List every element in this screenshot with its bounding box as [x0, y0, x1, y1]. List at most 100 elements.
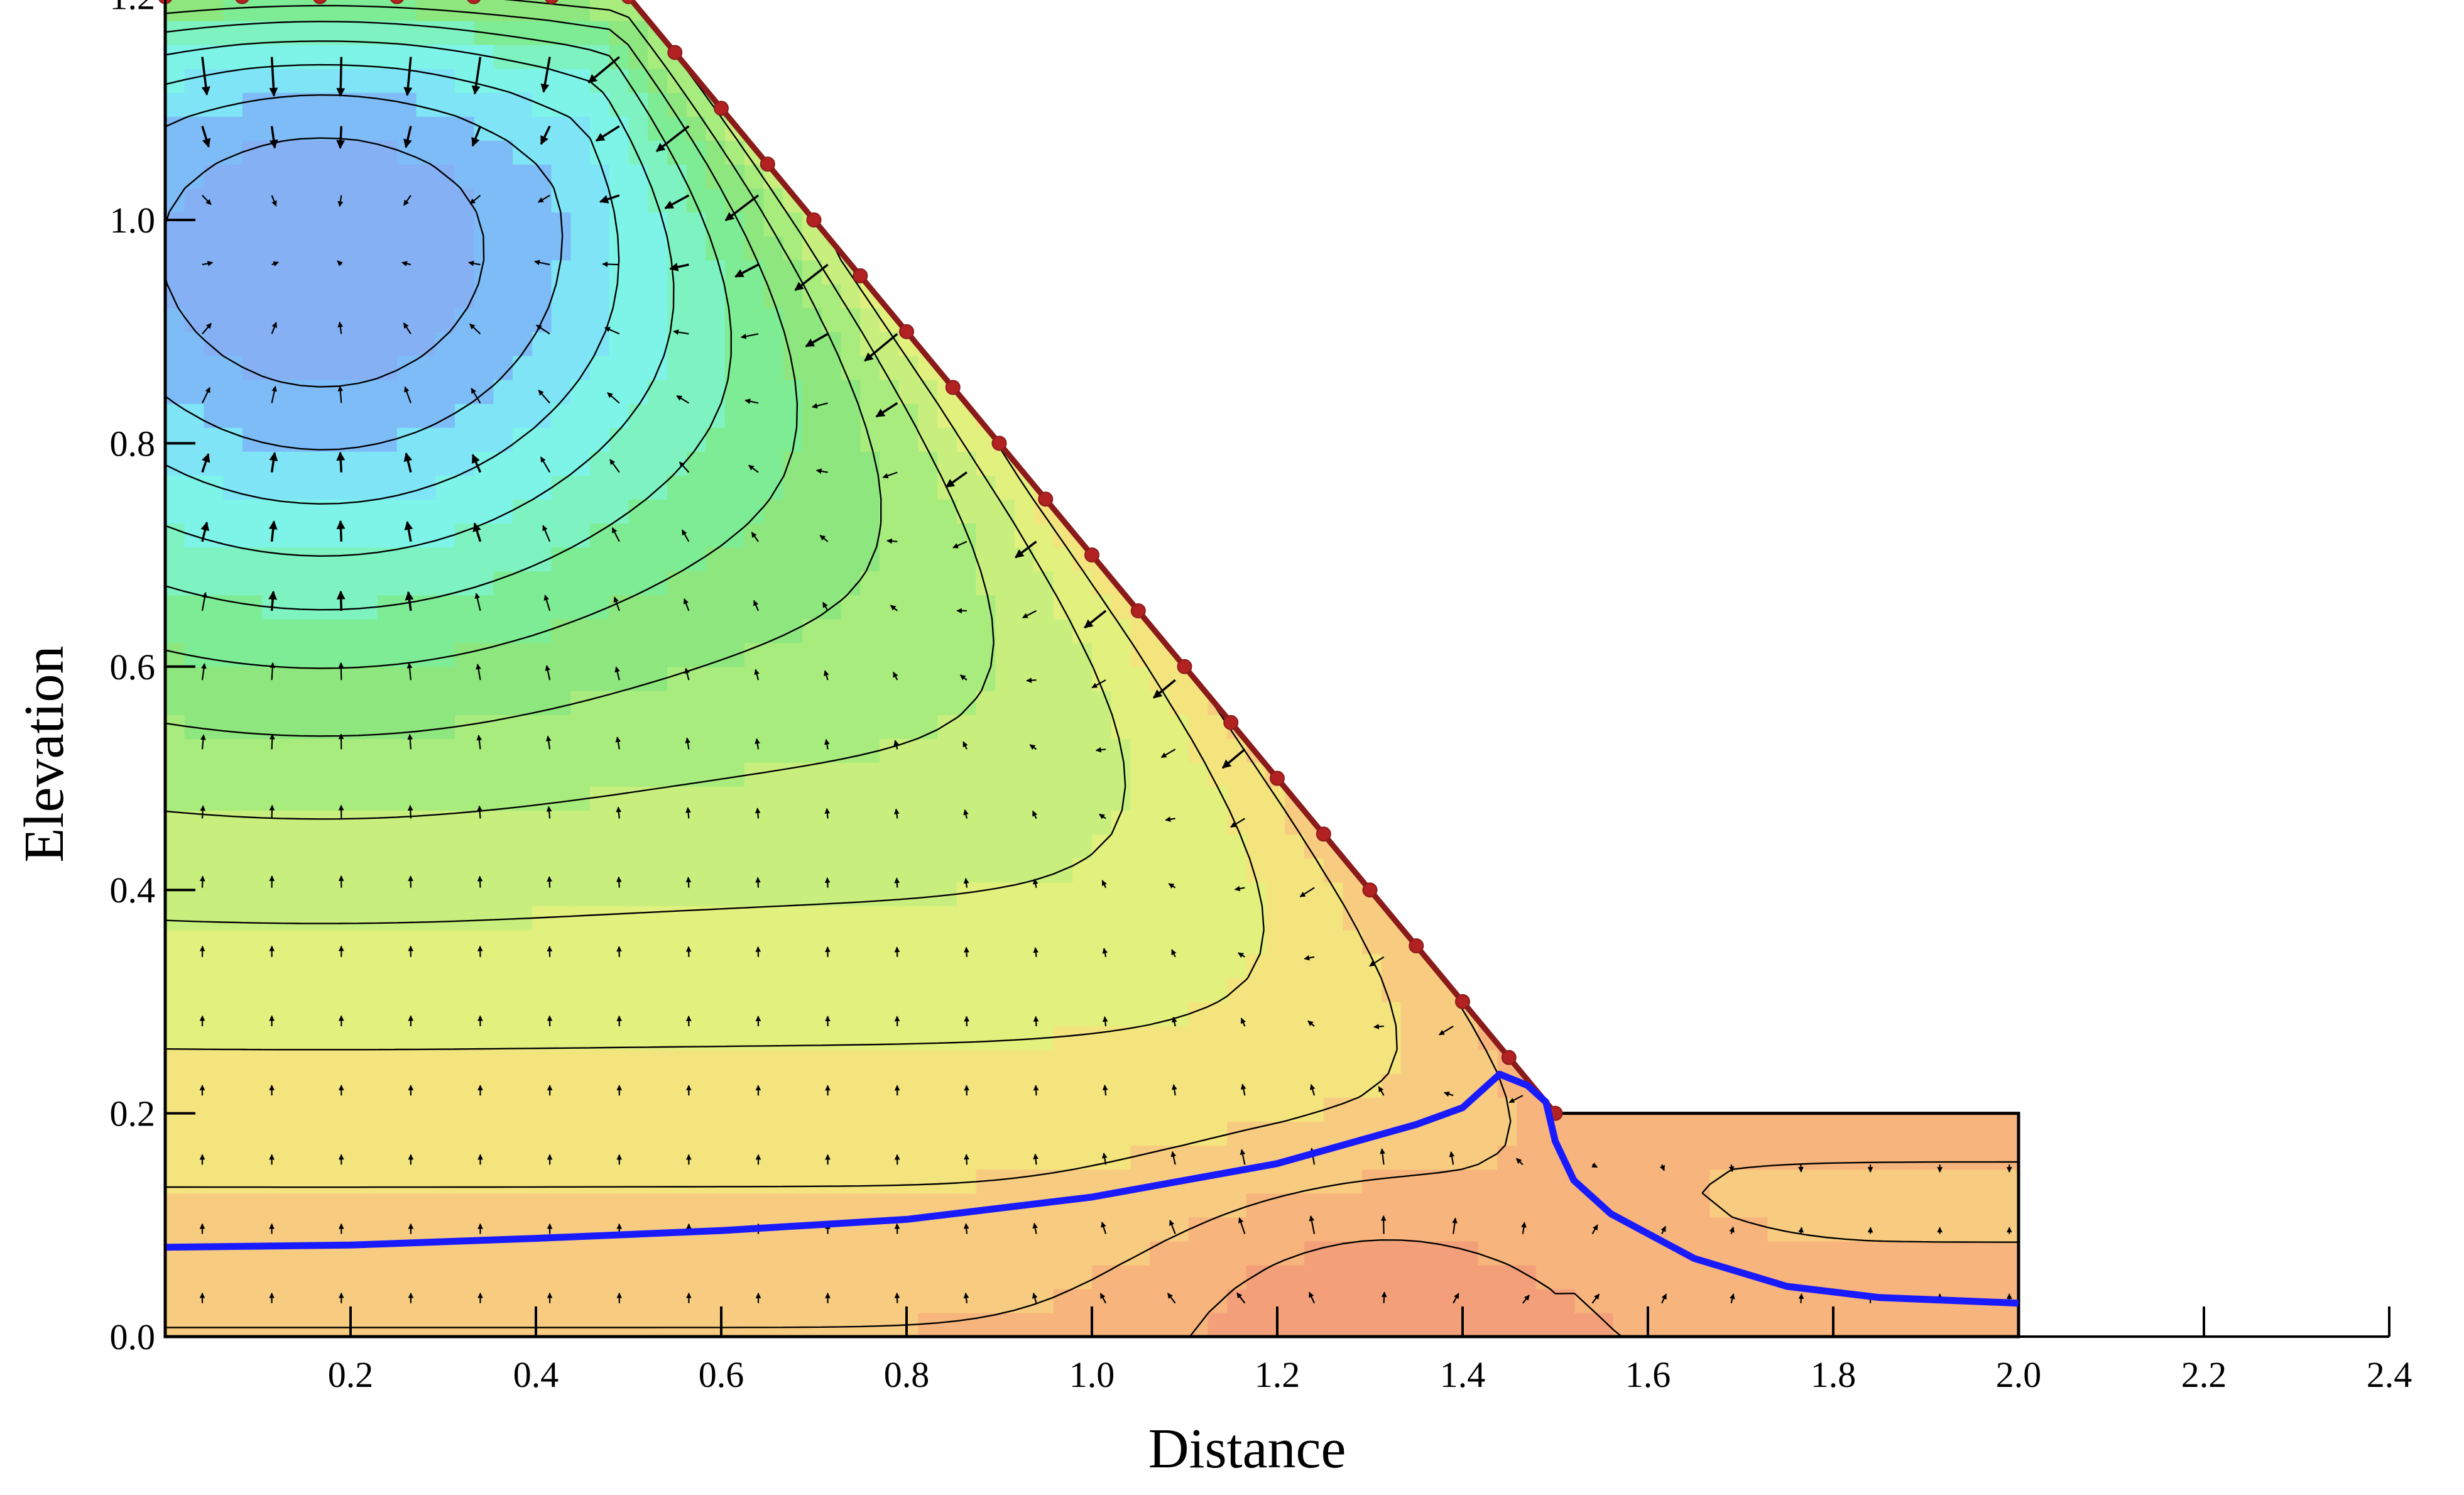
color-band-cell — [204, 283, 224, 309]
color-band-cell — [590, 403, 610, 428]
color-band-cell — [378, 642, 398, 667]
color-band-cell — [821, 523, 842, 548]
color-band-cell — [1748, 283, 1769, 309]
color-band-cell — [1574, 1121, 1595, 1146]
color-band-cell — [358, 810, 378, 835]
color-band-cell — [898, 690, 919, 715]
color-band-cell — [551, 475, 572, 500]
color-band-cell — [300, 164, 320, 189]
color-band-cell — [165, 164, 185, 189]
color-band-cell — [648, 188, 668, 213]
color-band-cell — [1922, 1073, 1942, 1098]
color-band-cell — [725, 571, 745, 596]
color-band-cell — [1111, 499, 1131, 524]
color-band-cell — [1671, 810, 1691, 835]
color-band-cell — [1285, 1264, 1305, 1290]
color-band-cell — [686, 642, 707, 667]
color-band-cell — [435, 1121, 455, 1146]
color-band-cell — [1517, 1288, 1537, 1313]
color-band-cell — [763, 547, 784, 572]
color-band-cell — [223, 1049, 243, 1074]
color-band-cell — [1999, 715, 2019, 739]
color-band-cell — [435, 858, 455, 883]
color-band-cell — [493, 1049, 513, 1074]
color-band-cell — [1864, 1240, 1884, 1266]
color-band-cell — [532, 642, 552, 667]
color-band-cell — [223, 1193, 243, 1218]
color-band-cell — [396, 953, 417, 978]
color-band-cell — [396, 1049, 417, 1074]
color-band-cell — [763, 1240, 784, 1266]
color-band-cell — [1941, 882, 1961, 907]
color-band-cell — [1033, 427, 1054, 452]
color-band-cell — [1632, 1073, 1652, 1098]
color-band-cell — [1265, 499, 1286, 524]
color-band-cell — [242, 283, 263, 309]
color-band-cell — [570, 882, 591, 907]
color-band-cell — [319, 618, 340, 643]
color-band-cell — [1400, 260, 1421, 285]
color-band-cell — [956, 236, 977, 261]
color-band-cell — [1767, 690, 1787, 715]
color-band-cell — [1343, 690, 1363, 715]
color-band-cell — [667, 499, 687, 524]
color-band-cell — [1748, 164, 1769, 189]
color-band-cell — [1381, 715, 1402, 739]
color-band-cell — [261, 92, 282, 117]
color-band-cell — [1072, 594, 1093, 620]
color-band-cell — [1922, 1026, 1942, 1050]
color-band-cell — [396, 1121, 417, 1146]
color-band-cell — [1806, 1026, 1826, 1050]
color-band-cell — [300, 1217, 320, 1242]
color-band-cell — [918, 834, 938, 859]
color-band-cell — [1207, 929, 1228, 955]
color-band-cell — [1381, 1240, 1402, 1266]
color-band-cell — [725, 547, 745, 572]
color-band-cell — [1535, 882, 1556, 907]
color-band-cell — [1053, 690, 1073, 715]
color-band-cell — [667, 929, 687, 955]
color-band-cell — [1130, 882, 1150, 907]
color-band-cell — [1922, 307, 1942, 332]
color-band-cell — [880, 427, 900, 452]
color-band-cell — [435, 260, 455, 285]
color-band-cell — [1825, 929, 1846, 955]
color-band-cell — [1246, 690, 1267, 715]
color-band-cell — [628, 236, 648, 261]
color-band-cell — [667, 355, 687, 380]
color-band-cell — [1729, 594, 1749, 620]
color-band-cell — [628, 523, 648, 548]
color-band-cell — [976, 331, 996, 356]
color-band-cell — [706, 618, 726, 643]
color-band-cell — [1497, 403, 1517, 428]
color-band-cell — [1613, 499, 1633, 524]
color-band-cell — [1594, 307, 1614, 332]
color-band-cell — [1922, 618, 1942, 643]
color-band-cell — [821, 618, 842, 643]
color-band-cell — [744, 403, 765, 428]
color-band-cell — [416, 1264, 436, 1290]
color-band-cell — [628, 188, 648, 213]
color-band-cell — [1535, 594, 1556, 620]
color-band-cell — [242, 1121, 263, 1146]
color-band-cell — [358, 547, 378, 572]
color-band-cell — [995, 164, 1015, 189]
color-band-cell — [841, 810, 861, 835]
color-band-cell — [1400, 1145, 1421, 1170]
color-band-cell — [1613, 594, 1633, 620]
color-band-cell — [1111, 307, 1131, 332]
color-band-cell — [763, 283, 784, 309]
color-band-cell — [1517, 906, 1537, 931]
color-band-cell — [1941, 1026, 1961, 1050]
color-band-cell — [667, 571, 687, 596]
color-band-cell — [744, 571, 765, 596]
color-band-cell — [1130, 260, 1150, 285]
color-band-cell — [590, 1193, 610, 1218]
color-band-cell — [976, 715, 996, 739]
color-band-cell — [1922, 427, 1942, 452]
color-band-cell — [918, 499, 938, 524]
color-band-cell — [300, 92, 320, 117]
color-band-cell — [165, 977, 185, 1002]
color-band-cell — [1362, 618, 1382, 643]
color-band-cell — [1845, 715, 1865, 739]
